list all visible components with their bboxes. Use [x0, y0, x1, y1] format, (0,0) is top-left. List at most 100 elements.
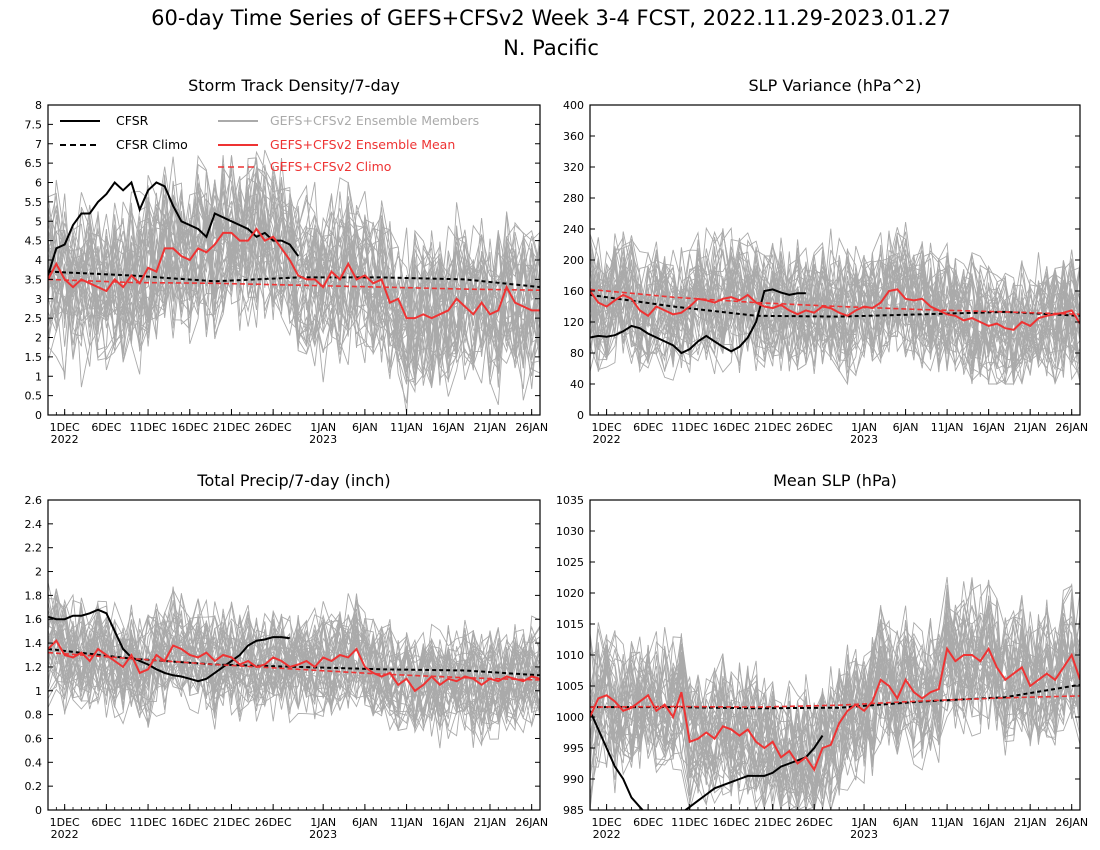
panel-title: Storm Track Density/7-day [188, 76, 400, 95]
x-tick-label: 16JAN [432, 816, 465, 829]
y-tick-label: 1035 [556, 494, 584, 507]
x-tick-label: 21JAN [1014, 421, 1047, 434]
legend-label-cfsr-climo: CFSR Climo [116, 137, 188, 152]
figure-subtitle: N. Pacific [503, 36, 599, 60]
x-tick-label: 16JAN [972, 816, 1005, 829]
member-line [590, 241, 1080, 358]
cfsr-line [48, 180, 300, 276]
y-tick-label: 1.5 [25, 351, 43, 364]
x-tick-label: 1JAN [851, 421, 877, 434]
x-tick-label: 1DEC [50, 421, 80, 434]
x-tick-label: 26JAN [515, 816, 548, 829]
y-tick-label: 2.5 [25, 312, 43, 325]
x-tick-label: 6DEC [633, 421, 663, 434]
y-tick-label: 160 [563, 285, 584, 298]
member-line [48, 615, 540, 748]
legend-label-cfsr: CFSR [116, 113, 149, 128]
member-line [48, 185, 540, 383]
legend: CFSR CFSR Climo GEFS+CFSv2 Ensemble Member… [60, 113, 479, 174]
x-tick-year: 2023 [850, 828, 878, 841]
y-tick-label: 985 [563, 804, 584, 817]
member-line [48, 186, 540, 371]
x-tick-label: 6JAN [893, 816, 919, 829]
x-tick-label: 16JAN [432, 421, 465, 434]
x-tick-year: 2022 [593, 433, 621, 446]
y-tick-label: 2 [35, 566, 42, 579]
y-tick-label: 360 [563, 130, 584, 143]
x-tick-year: 2023 [309, 433, 337, 446]
chart-panel-3: Total Precip/7-day (inch)00.20.40.60.811… [25, 471, 549, 841]
y-tick-label: 0.2 [25, 780, 43, 793]
x-tick-label: 1JAN [310, 421, 336, 434]
fcst-climo-line [48, 651, 540, 681]
y-tick-label: 7.5 [25, 118, 43, 131]
x-tick-label: 11JAN [390, 816, 423, 829]
member-line [590, 242, 1080, 385]
y-tick-label: 1005 [556, 680, 584, 693]
member-line [48, 598, 540, 730]
x-tick-label: 21DEC [754, 421, 791, 434]
y-tick-label: 1 [35, 685, 42, 698]
chart-panel-2: SLP Variance (hPa^2) 0 40 80 120 160 200 240 280… [563, 76, 1088, 446]
member-line [590, 244, 1080, 372]
ensemble-mean-line [590, 646, 1080, 772]
member-line [590, 244, 1080, 374]
member-line [48, 150, 540, 384]
y-tick-label: 1.6 [25, 613, 43, 626]
member-line [48, 614, 540, 719]
x-tick-label: 26DEC [796, 421, 833, 434]
x-tick-label: 26JAN [515, 421, 548, 434]
x-tick-label: 21DEC [213, 421, 250, 434]
y-tick-label: 1020 [556, 587, 584, 600]
y-tick-label: 7 [35, 138, 42, 151]
x-tick-label: 16DEC [713, 816, 750, 829]
series-lines [48, 180, 540, 320]
member-line [590, 228, 1080, 385]
x-tick-label: 21JAN [1014, 816, 1047, 829]
x-tick-label: 11DEC [671, 421, 708, 434]
member-line [48, 588, 540, 734]
y-tick-label: 280 [563, 192, 584, 205]
y-tick-label: 6 [35, 177, 42, 190]
y-tick-label: 80 [570, 347, 584, 360]
y-tick-label: 1030 [556, 525, 584, 538]
x-tick-year: 2023 [309, 828, 337, 841]
x-tick-label: 1DEC [592, 816, 622, 829]
x-tick-label: 6DEC [91, 421, 121, 434]
y-tick-label: 2 [35, 332, 42, 345]
panel-title: SLP Variance (hPa^2) [749, 76, 922, 95]
ensemble-members [590, 222, 1080, 386]
x-tick-label: 16DEC [713, 421, 750, 434]
cfsr-line [48, 608, 290, 683]
member-line [48, 173, 540, 385]
y-tick-label: 1 [35, 370, 42, 383]
x-tick-label: 16JAN [972, 421, 1005, 434]
y-tick-label: 240 [563, 223, 584, 236]
y-tick-label: 0 [35, 409, 42, 422]
x-tick-label: 26DEC [255, 421, 292, 434]
y-tick-label: 0.5 [25, 390, 43, 403]
x-tick-label: 6DEC [91, 816, 121, 829]
y-tick-label: 8 [35, 99, 42, 112]
ensemble-mean-line [590, 288, 1080, 331]
x-tick-year: 2022 [51, 828, 79, 841]
x-tick-label: 11DEC [671, 816, 708, 829]
figure-title: 60-day Time Series of GEFS+CFSv2 Week 3-… [151, 6, 951, 30]
y-tick-label: 990 [563, 773, 584, 786]
member-line [590, 583, 1080, 810]
x-tick-label: 1JAN [851, 816, 877, 829]
x-tick-label: 6DEC [633, 816, 663, 829]
member-line [590, 228, 1080, 383]
fcst-climo-line [590, 695, 1080, 708]
x-tick-label: 11DEC [130, 816, 167, 829]
y-tick-label: 2.6 [25, 494, 43, 507]
y-tick-label: 1000 [556, 711, 584, 724]
x-tick-label: 26JAN [1055, 421, 1088, 434]
chart-panel-1: Storm Track Density/7-day 0 0.5 1 1.5 2 2.5 3 3.… [25, 76, 549, 446]
ensemble-mean-line [48, 227, 540, 320]
x-tick-label: 1DEC [592, 421, 622, 434]
ensemble-mean-line [48, 639, 540, 693]
member-line [48, 607, 540, 720]
x-tick-label: 21JAN [474, 421, 507, 434]
